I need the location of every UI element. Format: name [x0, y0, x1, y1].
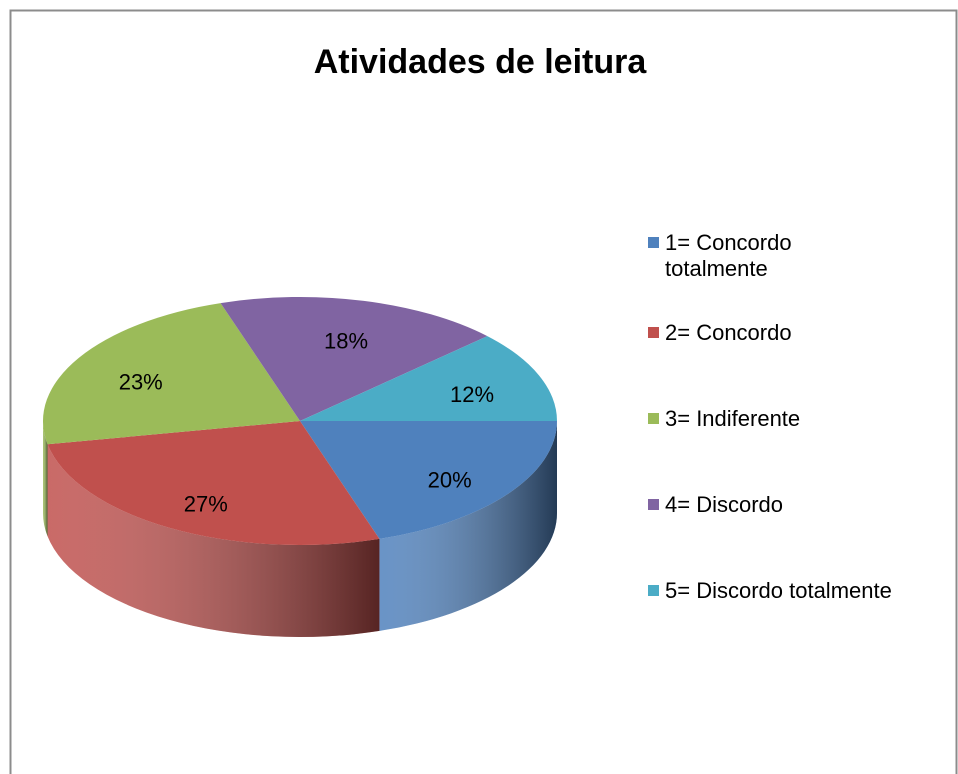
data-label: 23% [119, 369, 163, 394]
legend: 1= Concordo totalmente 2= Concordo 3= Indi… [648, 230, 953, 664]
data-label: 20% [428, 467, 472, 492]
slice [42, 303, 300, 445]
legend-swatch [648, 499, 659, 510]
legend-label: 1= Concordo totalmente [665, 230, 792, 281]
slice [300, 336, 557, 421]
data-label: 12% [450, 382, 494, 407]
slice-side-shade [43, 421, 48, 537]
legend-item: 4= Discordo [648, 492, 953, 578]
slice [300, 421, 557, 539]
data-label: 18% [324, 328, 368, 353]
chart-title: Atividades de leitura [314, 43, 648, 81]
legend-item: 1= Concordo totalmente [648, 230, 848, 320]
legend-item: 5= Discordo totalmente [648, 578, 953, 664]
legend-label: 4= Discordo [665, 492, 784, 517]
legend-label: 2= Concordo [665, 320, 792, 345]
legend-swatch [648, 413, 659, 424]
legend-label: 5= Discordo totalmente [665, 578, 892, 603]
slice [47, 421, 380, 545]
legend-swatch [648, 237, 659, 248]
data-label: 27% [184, 492, 228, 517]
slice-side-shade [379, 421, 557, 631]
chart-border [9, 9, 958, 774]
slice-side-shade [47, 444, 380, 637]
legend-swatch [648, 585, 659, 596]
legend-swatch [648, 327, 659, 338]
legend-label: 3= Indiferente [665, 406, 801, 431]
legend-item: 3= Indiferente [648, 406, 953, 492]
slice [220, 297, 488, 421]
legend-item: 2= Concordo [648, 320, 953, 406]
